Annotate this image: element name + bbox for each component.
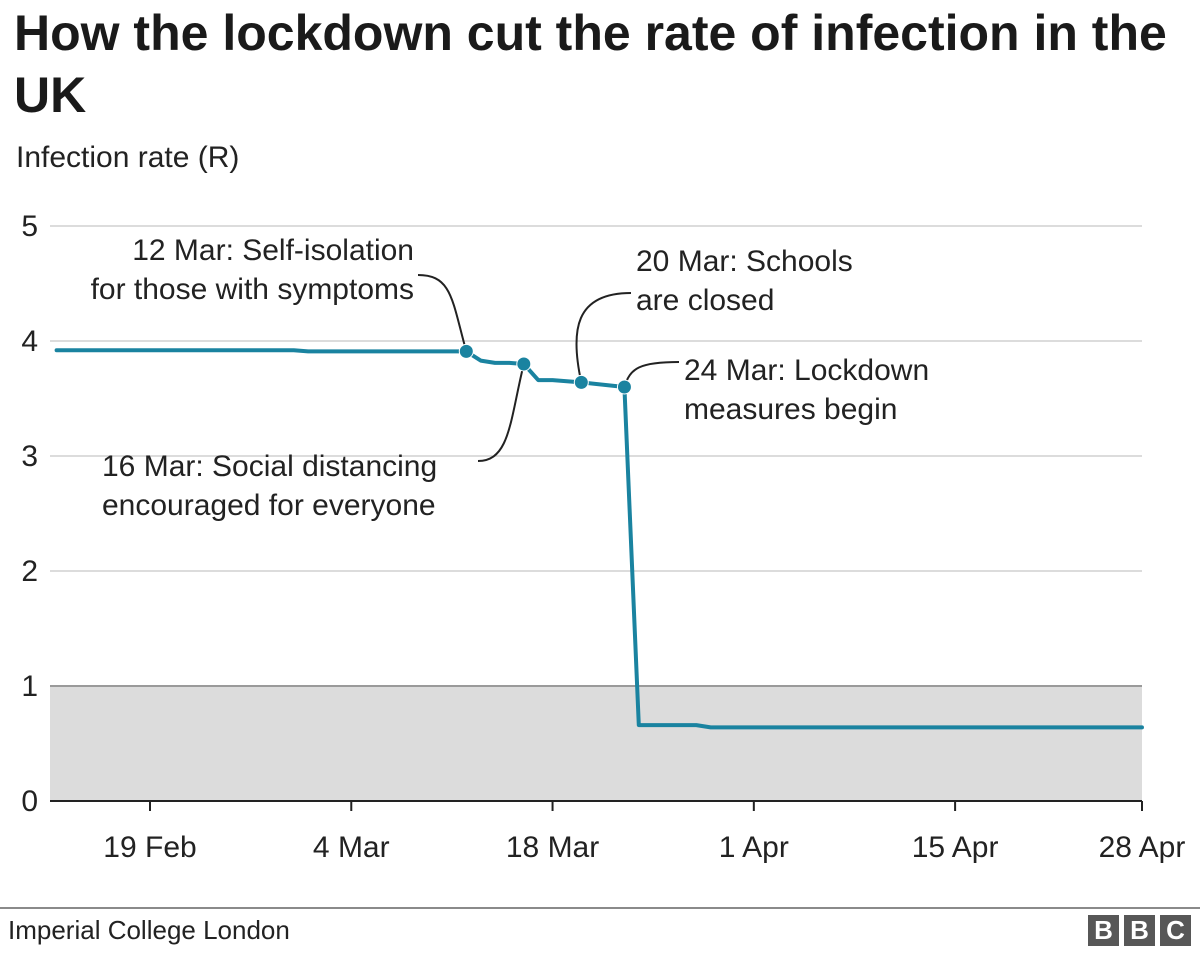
footer-divider — [0, 907, 1200, 909]
y-tick-label: 2 — [21, 555, 38, 588]
y-tick-label: 3 — [21, 440, 38, 473]
event-annotation-line: 24 Mar: Lockdown — [684, 354, 929, 387]
event-marker — [616, 379, 632, 395]
annotation-leader — [477, 363, 525, 462]
y-axis-label: Infection rate (R) — [16, 141, 239, 174]
event-annotation: 12 Mar: Self-isolation for those with sym… — [91, 234, 414, 306]
source-credit: Imperial College London — [8, 915, 290, 945]
x-tick-label: 18 Mar — [506, 831, 599, 864]
x-tick-label: 28 Apr — [1099, 831, 1186, 864]
label-layer: 0 1 2 3 4 5 19 Feb 4 Mar 18 Mar 1 Apr 15 Apr 28 Apr… — [21, 210, 1185, 864]
event-annotation: 16 Mar: Social distancing encouraged for … — [102, 450, 437, 522]
event-annotation-line: 16 Mar: Social distancing — [102, 450, 437, 483]
bbc-logo-letter: C — [1160, 915, 1191, 946]
x-tick-label: 15 Apr — [912, 831, 999, 864]
shaded-band — [50, 686, 1142, 801]
y-tick-label: 0 — [21, 785, 38, 818]
chart: Infection rate (R) 0 1 2 3 4 5 19 Feb 4 Mar 18 M… — [16, 141, 1185, 864]
event-annotation-line: measures begin — [684, 393, 897, 426]
event-annotation-line: encouraged for everyone — [102, 489, 436, 522]
axis-layer — [50, 800, 1143, 811]
r-series-line — [54, 348, 1144, 730]
bbc-logo-letter: B — [1124, 915, 1155, 946]
bbc-logo-letter: B — [1088, 915, 1119, 946]
annotation-leader — [623, 361, 680, 388]
x-tick-label: 19 Feb — [103, 831, 196, 864]
event-annotation-line: are closed — [636, 284, 774, 317]
event-annotation-line: 12 Mar: Self-isolation — [132, 234, 414, 267]
event-annotation-line: 20 Mar: Schools — [636, 245, 853, 278]
event-annotation-line: for those with symptoms — [91, 273, 414, 306]
y-tick-label: 1 — [21, 670, 38, 703]
annotation-leader — [417, 274, 468, 352]
event-annotation: 20 Mar: Schools are closed — [636, 245, 853, 317]
event-marker — [573, 374, 589, 390]
y-tick-label: 4 — [21, 325, 38, 358]
x-tick-label: 1 Apr — [719, 831, 789, 864]
y-tick-label: 5 — [21, 210, 38, 243]
shade-layer — [50, 686, 1142, 801]
event-marker — [458, 343, 474, 359]
marker-layer — [458, 343, 632, 395]
event-annotation: 24 Mar: Lockdown measures begin — [684, 354, 929, 426]
grid-layer — [50, 225, 1142, 687]
chart-title: How the lockdown cut the rate of infecti… — [14, 5, 1167, 123]
series-layer — [54, 348, 1144, 730]
annotation-leader — [575, 292, 632, 383]
x-tick-label: 4 Mar — [313, 831, 390, 864]
event-marker — [516, 356, 532, 372]
bbc-logo: B B C — [1088, 915, 1191, 946]
